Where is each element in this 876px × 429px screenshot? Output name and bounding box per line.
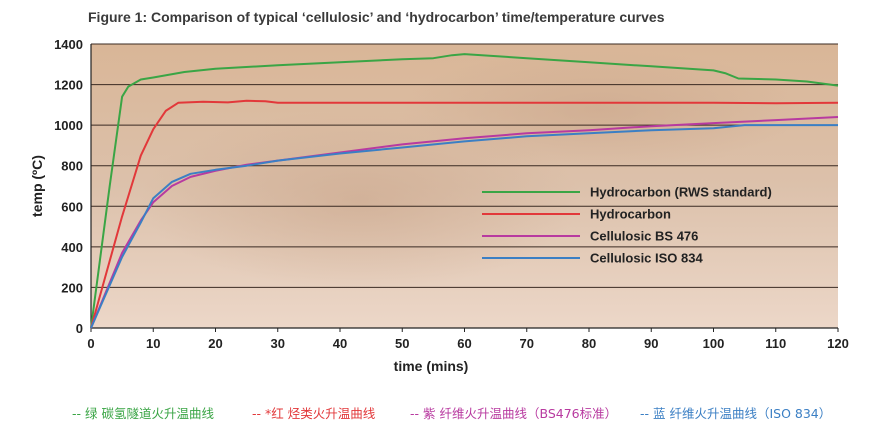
y-tick-label: 800 xyxy=(61,159,83,174)
x-tick-label: 40 xyxy=(333,336,347,351)
series-line-3 xyxy=(90,124,838,329)
y-tick-label: 1400 xyxy=(54,37,83,52)
footnote-red: -- *红 烃类火升温曲线 xyxy=(252,406,376,421)
chart-title: Figure 1: Comparison of typical ‘cellulo… xyxy=(88,9,665,25)
y-tick-label: 200 xyxy=(61,280,83,295)
x-tick-label: 80 xyxy=(582,336,596,351)
series-line-0 xyxy=(90,53,839,329)
y-axis-label: temp (ºC) xyxy=(29,155,45,217)
x-tick-label: 10 xyxy=(146,336,160,351)
smoke-texture xyxy=(400,50,800,170)
series-line-1 xyxy=(90,99,839,329)
legend-label-3: Cellulosic ISO 834 xyxy=(590,251,703,266)
y-tick-label: 600 xyxy=(61,199,83,214)
legend-label-1: Hydrocarbon xyxy=(590,207,671,222)
footnote-blue: -- 蓝 纤维火升温曲线（ISO 834） xyxy=(640,406,832,421)
x-axis-label: time (mins) xyxy=(394,358,469,374)
axes: 0 200 400 600 800 1000 1200 1400 0 10 20 30 40 50 60 70… xyxy=(54,37,849,351)
gridlines xyxy=(91,43,838,288)
legend: Hydrocarbon (RWS standard) Hydrocarbon Cel… xyxy=(482,185,772,266)
x-tick-label: 30 xyxy=(271,336,285,351)
x-tick-label: 0 xyxy=(87,336,94,351)
x-tick-label: 70 xyxy=(520,336,534,351)
x-tick-label: 90 xyxy=(644,336,658,351)
chart: Figure 1: Comparison of typical ‘cellulo… xyxy=(29,9,849,374)
y-tick-label: 400 xyxy=(61,240,83,255)
footnote-purple: -- 紫 纤维火升温曲线（BS476标准） xyxy=(410,406,618,421)
y-tick-label: 0 xyxy=(76,321,83,336)
x-tick-label: 110 xyxy=(765,336,786,351)
x-tick-label: 20 xyxy=(208,336,222,351)
x-tick-label: 50 xyxy=(395,336,409,351)
y-tick-label: 1200 xyxy=(54,78,83,93)
x-tick-label: 100 xyxy=(703,336,725,351)
legend-label-2: Cellulosic BS 476 xyxy=(590,229,698,244)
legend-label-0: Hydrocarbon (RWS standard) xyxy=(590,185,772,200)
x-tick-label: 60 xyxy=(457,336,471,351)
x-tick-label: 120 xyxy=(827,336,849,351)
y-tick-label: 1000 xyxy=(54,118,83,133)
series-lines xyxy=(90,53,839,329)
footnote-green: -- 绿 碳氢隧道火升温曲线 xyxy=(72,406,214,421)
